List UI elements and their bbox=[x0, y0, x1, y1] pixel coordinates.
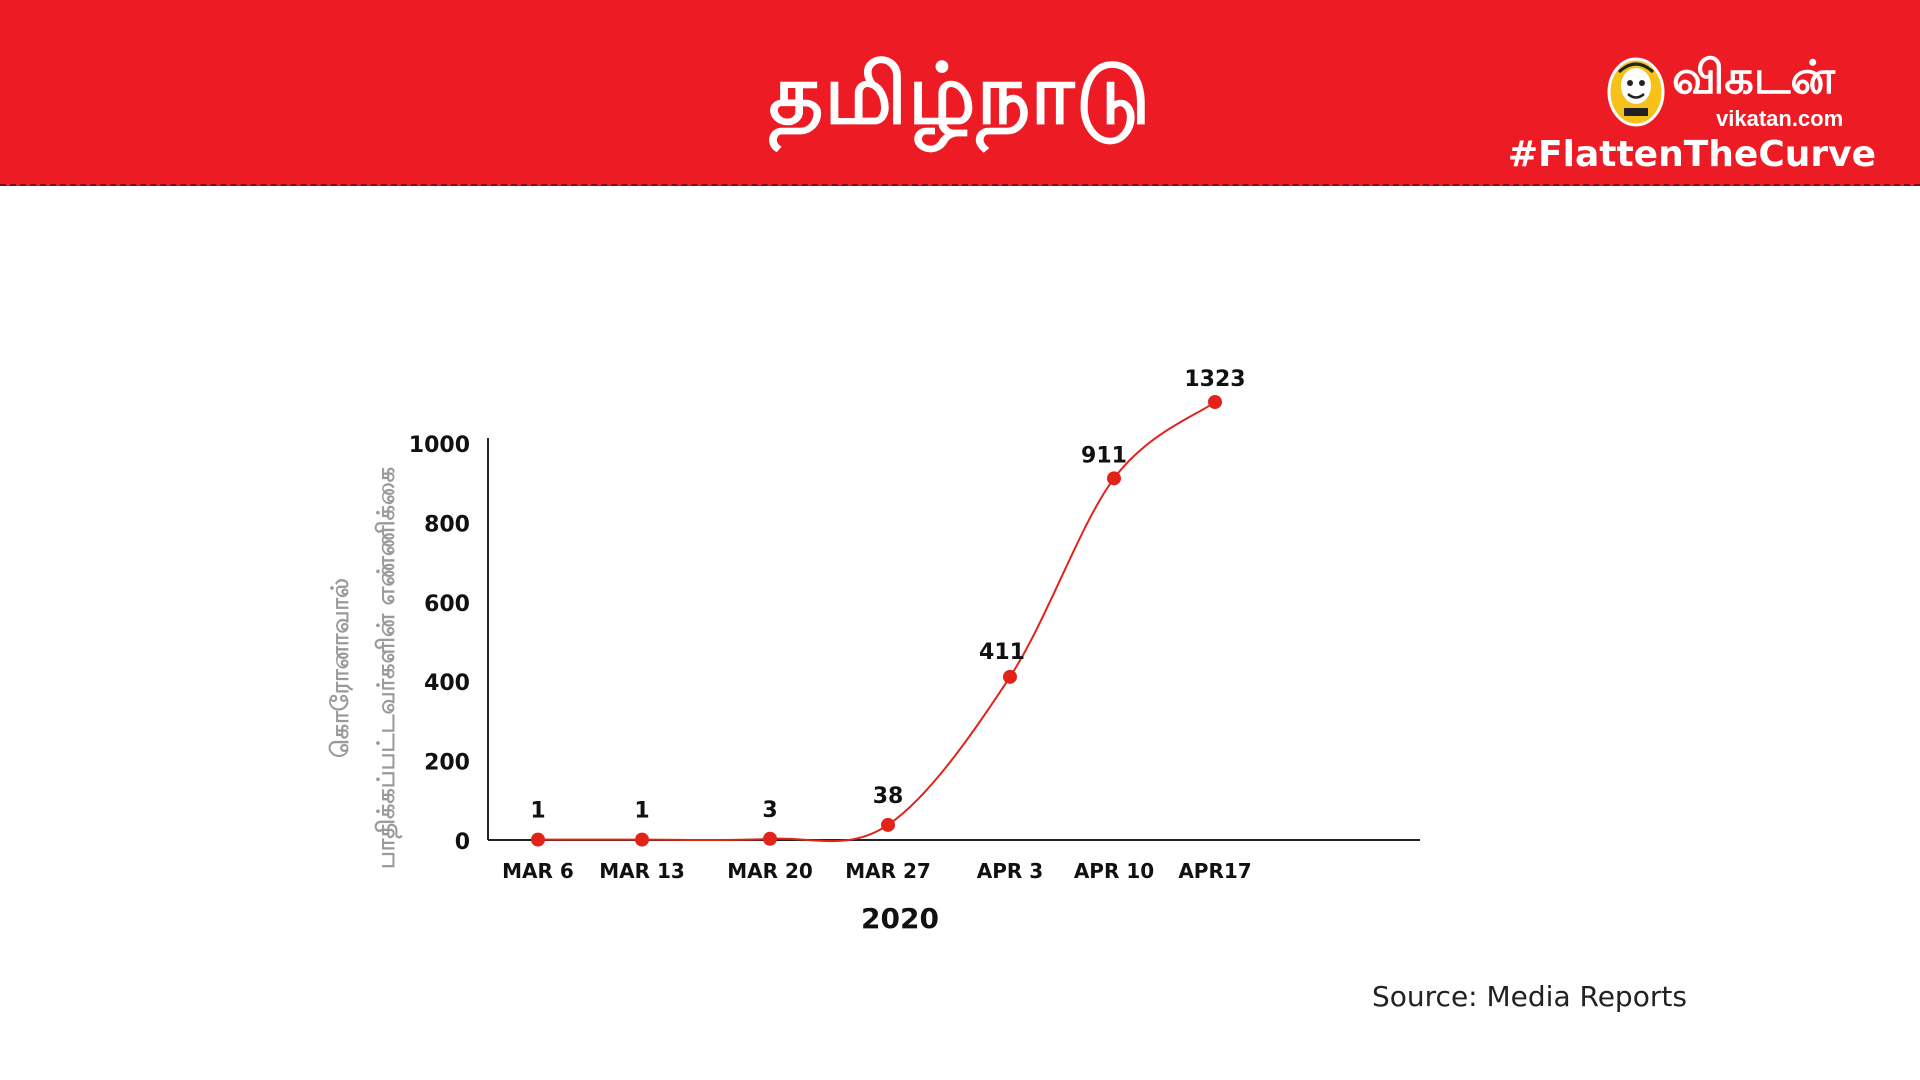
y-tick-label: 800 bbox=[424, 512, 470, 537]
brand-block: விகடன் vikatan.com bbox=[1606, 50, 1876, 132]
data-label: 1 bbox=[634, 799, 649, 824]
data-label: 911 bbox=[1081, 443, 1127, 468]
data-point bbox=[763, 831, 777, 846]
y-tick-label: 0 bbox=[455, 830, 470, 855]
data-label: 38 bbox=[873, 784, 904, 809]
data-point bbox=[635, 832, 649, 847]
data-point bbox=[1208, 395, 1222, 409]
data-point bbox=[1003, 669, 1017, 684]
y-tick-labels: 0 200 400 600 800 1000 bbox=[409, 433, 470, 855]
x-tick-label: APR 3 bbox=[977, 859, 1043, 883]
x-axis-title: 2020 bbox=[861, 902, 939, 935]
data-label: 1323 bbox=[1184, 367, 1245, 392]
chart-axes bbox=[487, 438, 1420, 841]
x-tick-label: APR 10 bbox=[1074, 859, 1154, 883]
y-tick-label: 200 bbox=[424, 751, 470, 776]
hashtag: #FlattenTheCurve bbox=[1507, 134, 1876, 175]
x-tick-label: APR17 bbox=[1178, 859, 1251, 883]
data-point bbox=[531, 832, 545, 847]
page-title: தமிழ்நாடு bbox=[768, 45, 1152, 143]
data-label: 1 bbox=[530, 799, 545, 824]
brand-url: vikatan.com bbox=[1716, 106, 1844, 131]
source-note: Source: Media Reports bbox=[1372, 980, 1687, 1013]
y-tick-label: 400 bbox=[424, 671, 470, 696]
brand-name: விகடன் bbox=[1672, 50, 1835, 104]
data-points bbox=[531, 395, 1222, 847]
data-point bbox=[881, 817, 895, 832]
data-point bbox=[1107, 471, 1121, 486]
y-axis-title: கொரோனாவால் பாதிக்கப்பட்டவர்களின் எண்ணிக்… bbox=[326, 467, 403, 869]
x-tick-label: MAR 20 bbox=[727, 859, 813, 883]
y-tick-label: 1000 bbox=[409, 433, 470, 458]
data-label: 411 bbox=[979, 640, 1025, 665]
header-banner: தமிழ்நாடு விகடன் vikatan.com #FlattenThe… bbox=[0, 0, 1920, 186]
data-label: 3 bbox=[762, 798, 777, 823]
x-tick-label: MAR 6 bbox=[502, 859, 574, 883]
vikatan-mascot-icon bbox=[1607, 57, 1665, 127]
x-tick-label: MAR 27 bbox=[845, 859, 931, 883]
y-tick-label: 600 bbox=[424, 592, 470, 617]
y-axis-title-line-2: பாதிக்கப்பட்டவர்களின் எண்ணிக்கை bbox=[372, 467, 403, 869]
data-labels: 1 1 3 38 411 911 1323 bbox=[530, 367, 1245, 824]
x-tick-labels: MAR 6 MAR 13 MAR 20 MAR 27 APR 3 APR 10 APR17 bbox=[502, 859, 1252, 883]
x-tick-label: MAR 13 bbox=[599, 859, 685, 883]
y-axis-title-line-1: கொரோனாவால் bbox=[326, 578, 354, 758]
